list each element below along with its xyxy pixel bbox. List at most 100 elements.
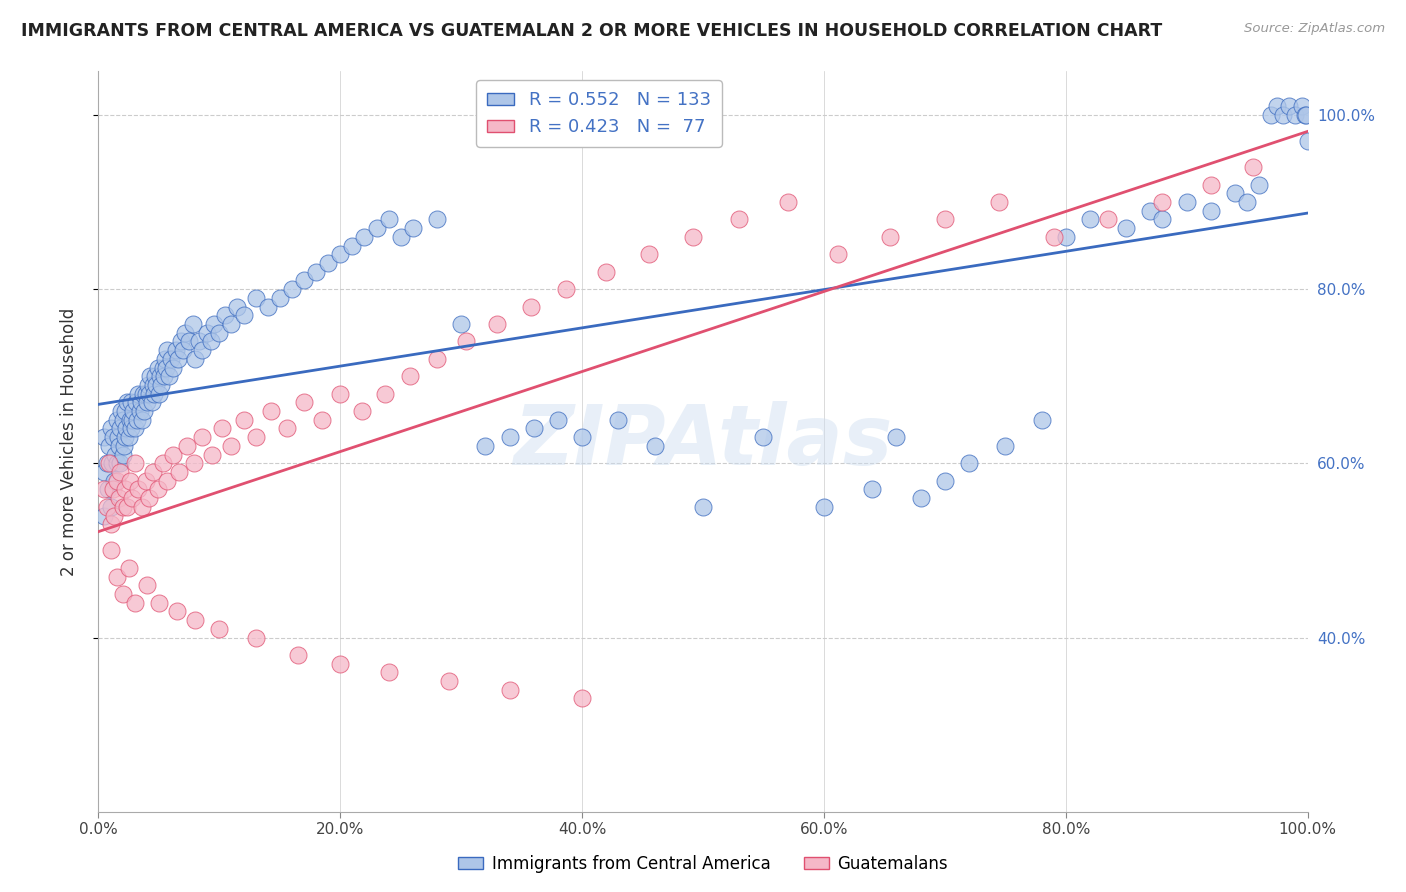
Point: [1031, 413, 1053, 427]
Point: [110, 404, 132, 418]
Point: [103, 474, 125, 488]
Point: [125, 395, 148, 409]
Point: [111, 500, 134, 514]
Point: [1199, 203, 1222, 218]
Point: [100, 421, 122, 435]
Point: [169, 465, 191, 479]
Point: [129, 395, 152, 409]
Point: [988, 194, 1011, 209]
Point: [121, 491, 143, 505]
Point: [287, 648, 309, 662]
Point: [117, 395, 139, 409]
Point: [245, 291, 267, 305]
Point: [93, 483, 115, 497]
Point: [232, 308, 254, 322]
Point: [399, 369, 422, 384]
Point: [1278, 99, 1301, 113]
Point: [353, 230, 375, 244]
Point: [118, 474, 141, 488]
Point: [1249, 178, 1271, 192]
Point: [221, 439, 243, 453]
Point: [547, 413, 569, 427]
Point: [149, 369, 172, 384]
Point: [141, 395, 163, 409]
Point: [571, 430, 593, 444]
Point: [813, 500, 835, 514]
Point: [389, 230, 412, 244]
Point: [118, 430, 141, 444]
Point: [155, 360, 177, 375]
Point: [350, 404, 373, 418]
Point: [366, 221, 388, 235]
Point: [169, 334, 191, 349]
Point: [153, 351, 176, 366]
Point: [377, 665, 399, 680]
Point: [103, 508, 125, 523]
Legend: Immigrants from Central America, Guatemalans: Immigrants from Central America, Guatema…: [451, 848, 955, 880]
Point: [100, 500, 122, 514]
Point: [426, 212, 449, 227]
Point: [120, 395, 142, 409]
Point: [127, 386, 149, 401]
Point: [120, 421, 142, 435]
Point: [184, 613, 207, 627]
Point: [474, 439, 496, 453]
Point: [1223, 186, 1246, 201]
Point: [886, 430, 908, 444]
Point: [117, 500, 139, 514]
Point: [166, 604, 188, 618]
Point: [281, 282, 304, 296]
Point: [571, 691, 593, 706]
Point: [105, 456, 128, 470]
Point: [1267, 99, 1289, 113]
Point: [105, 413, 128, 427]
Point: [245, 631, 267, 645]
Text: ZIPAtlas: ZIPAtlas: [513, 401, 893, 482]
Point: [1054, 230, 1077, 244]
Point: [232, 413, 254, 427]
Point: [1199, 178, 1222, 192]
Point: [256, 300, 278, 314]
Point: [191, 343, 214, 357]
Point: [115, 421, 138, 435]
Point: [146, 360, 169, 375]
Point: [143, 369, 166, 384]
Point: [260, 404, 283, 418]
Point: [146, 483, 169, 497]
Point: [160, 351, 183, 366]
Point: [162, 448, 184, 462]
Point: [555, 282, 578, 296]
Point: [200, 334, 222, 349]
Point: [105, 569, 128, 583]
Point: [157, 369, 180, 384]
Point: [135, 386, 157, 401]
Point: [316, 256, 339, 270]
Point: [1272, 108, 1295, 122]
Point: [108, 465, 131, 479]
Point: [98, 456, 121, 470]
Point: [454, 334, 477, 349]
Y-axis label: 2 or more Vehicles in Household: 2 or more Vehicles in Household: [59, 308, 77, 575]
Point: [136, 378, 159, 392]
Point: [607, 413, 630, 427]
Point: [1097, 212, 1119, 227]
Point: [124, 421, 146, 435]
Point: [329, 386, 352, 401]
Point: [100, 517, 122, 532]
Point: [111, 448, 134, 462]
Point: [118, 561, 141, 575]
Point: [93, 508, 115, 523]
Point: [114, 483, 136, 497]
Point: [994, 439, 1017, 453]
Point: [637, 247, 659, 261]
Point: [342, 238, 364, 252]
Point: [138, 491, 160, 505]
Point: [728, 212, 751, 227]
Point: [112, 439, 135, 453]
Point: [127, 413, 149, 427]
Point: [595, 265, 617, 279]
Point: [138, 386, 160, 401]
Point: [135, 474, 157, 488]
Point: [934, 474, 956, 488]
Point: [142, 378, 165, 392]
